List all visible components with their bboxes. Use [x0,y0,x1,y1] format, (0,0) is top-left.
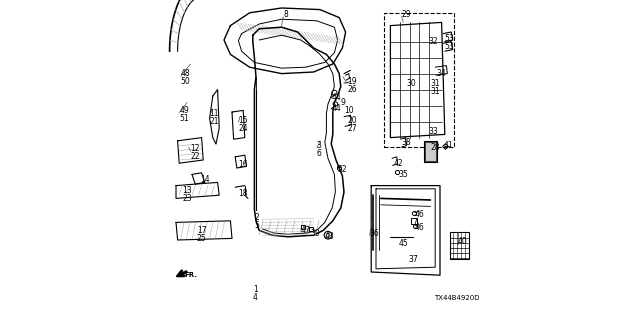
Bar [424,141,437,162]
Text: 43: 43 [325,232,335,241]
Text: 21: 21 [210,117,219,126]
Text: 8: 8 [283,10,288,19]
Text: 41: 41 [443,141,453,150]
Text: 38: 38 [402,138,412,147]
Text: 19: 19 [347,77,357,86]
Text: 45: 45 [398,239,408,248]
Text: 14: 14 [200,175,210,184]
Text: 30: 30 [406,79,416,88]
Text: 3: 3 [317,141,322,150]
Text: 50: 50 [181,77,191,86]
Text: 16: 16 [239,160,248,169]
Text: 24: 24 [239,124,248,132]
Text: 37: 37 [408,255,418,264]
Text: 29: 29 [402,10,412,19]
Bar [384,13,454,147]
Text: 53: 53 [445,34,454,43]
Text: 11: 11 [210,109,219,118]
Text: 33: 33 [429,127,438,136]
Text: 15: 15 [239,116,248,124]
Text: 44: 44 [332,104,341,113]
Text: 27: 27 [347,124,357,132]
Text: 4: 4 [253,293,258,302]
Text: 22: 22 [191,152,200,161]
Text: 12: 12 [191,144,200,153]
Text: 7: 7 [413,218,418,227]
Text: 32: 32 [429,37,438,46]
Text: 44: 44 [332,93,341,102]
Text: 46: 46 [415,210,424,219]
Bar [425,142,435,161]
Text: 46: 46 [415,223,424,232]
Bar [450,232,469,259]
Text: 49: 49 [179,106,189,115]
Text: 6: 6 [317,149,322,158]
Text: 53: 53 [445,42,454,51]
Text: 48: 48 [181,69,191,78]
Text: 31: 31 [430,79,440,88]
Text: 23: 23 [182,194,192,203]
Text: 1: 1 [253,285,257,294]
Text: 13: 13 [182,186,192,195]
Text: 20: 20 [347,116,357,124]
Text: 40: 40 [458,237,467,246]
Text: 47: 47 [301,226,310,235]
Text: 51: 51 [179,114,189,123]
Text: FR.: FR. [184,272,197,278]
Text: 34: 34 [437,69,447,78]
Text: 10: 10 [344,106,354,115]
Text: 9: 9 [340,98,346,107]
Text: 31: 31 [430,87,440,96]
Text: 35: 35 [398,170,408,179]
Text: 28: 28 [430,143,440,152]
Text: 2: 2 [254,213,259,222]
Text: TX44B4920D: TX44B4920D [434,295,479,300]
Text: 36: 36 [370,229,380,238]
Text: 52: 52 [338,165,348,174]
Text: 42: 42 [394,159,403,168]
Text: 39: 39 [310,229,320,238]
Text: 17: 17 [197,226,207,235]
Text: 25: 25 [197,234,207,243]
Text: 26: 26 [347,85,357,94]
Text: 18: 18 [239,189,248,198]
Text: 5: 5 [254,221,259,230]
